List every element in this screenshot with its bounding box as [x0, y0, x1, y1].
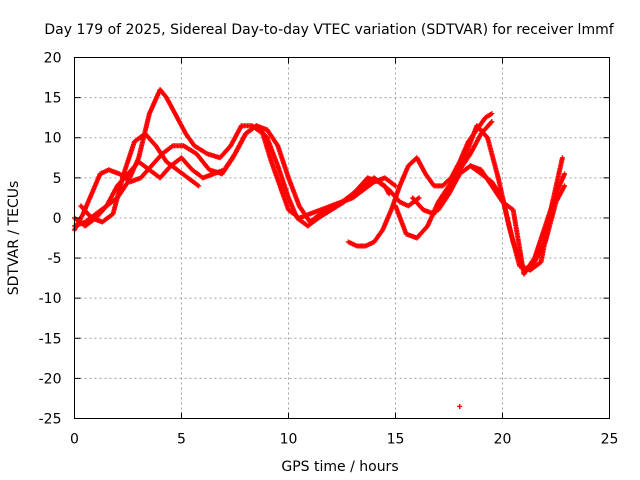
x-tick-label: 25	[601, 432, 619, 448]
series-track-7	[410, 123, 565, 273]
y-tick-label: -20	[39, 371, 62, 387]
x-tick-labels: 0 5 10 15 20 25	[70, 432, 618, 448]
grid-lines	[74, 57, 610, 419]
series-track-10	[457, 403, 463, 409]
x-axis-label: GPS time / hours	[281, 459, 398, 475]
series-track-1	[72, 87, 392, 229]
y-tick-labels: 20 15 10 5 0 -5 -10 -15 -20 -25	[39, 51, 62, 428]
data-point	[562, 171, 568, 177]
y-axis-label: SDTVAR / TECUs	[6, 181, 22, 296]
y-tick-label: -25	[39, 412, 62, 428]
series-track-9	[467, 163, 568, 277]
series-track-4	[78, 131, 202, 225]
data-point	[489, 119, 495, 125]
y-tick-label: 10	[44, 131, 62, 147]
y-tick-label: 5	[53, 171, 62, 187]
plot-frame	[74, 57, 610, 419]
data-point	[416, 195, 422, 201]
data-point	[457, 403, 463, 409]
x-tick-label: 10	[280, 432, 298, 448]
y-tick-label: -5	[48, 251, 62, 267]
y-tick-label: 15	[44, 91, 62, 107]
x-tick-label: 0	[70, 432, 79, 448]
y-tick-label: 0	[53, 211, 62, 227]
series-track-6	[393, 119, 495, 241]
x-tick-label: 5	[177, 432, 186, 448]
y-tick-label: 20	[44, 51, 62, 67]
y-tick-label: -10	[39, 291, 62, 307]
x-tick-label: 15	[387, 432, 405, 448]
axis-ticks	[74, 57, 610, 419]
data-point	[393, 183, 398, 189]
data-points	[72, 87, 568, 409]
data-point	[196, 183, 202, 189]
data-point	[559, 155, 565, 161]
y-tick-label: -15	[39, 331, 62, 347]
data-point	[489, 111, 495, 117]
x-tick-label: 20	[494, 432, 512, 448]
data-point	[562, 183, 568, 189]
chart-title: Day 179 of 2025, Sidereal Day-to-day VTE…	[44, 22, 614, 38]
